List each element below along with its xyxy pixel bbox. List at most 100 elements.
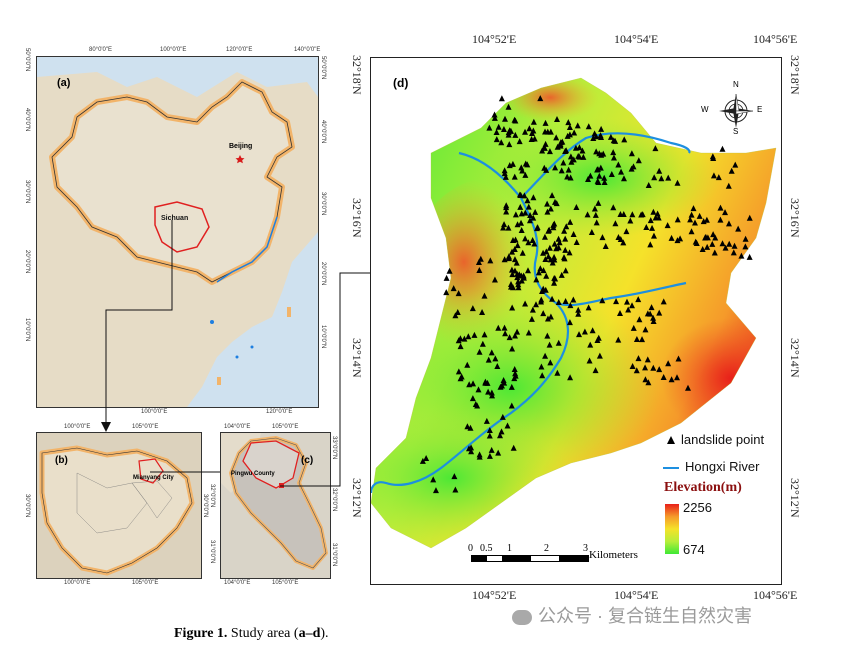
landslide-point [544,332,551,339]
landslide-point [546,341,553,348]
landslide-point [627,217,634,224]
landslide-point [509,304,516,311]
landslide-point [540,310,547,317]
landslide-point [533,301,540,308]
panel-c-right-tick: 31°0'0"N [331,543,337,567]
landslide-point [513,259,520,266]
landslide-point [584,211,591,218]
landslide-point [511,267,518,274]
landslide-point [455,368,462,375]
landslide-point [542,119,549,126]
landslide-point [508,383,515,390]
landslide-point [538,298,545,305]
landslide-point [497,383,504,390]
compass-n: N [733,80,739,89]
landslide-point [599,234,606,241]
landslide-point [623,228,630,235]
legend-river-symbol [663,467,679,469]
landslide-point [509,271,516,278]
landslide-point [615,336,622,343]
landslide-point [567,374,574,381]
landslide-point [517,191,524,198]
pingwu-outline [242,440,300,489]
landslide-point [595,334,602,341]
landslide-point [492,355,499,362]
coastline-blue [216,216,278,283]
landslide-point [566,249,573,256]
landslide-point [419,457,426,464]
landslide-point [533,276,540,283]
landslide-point [502,330,509,337]
landslide-point [547,359,554,366]
landslide-point [592,211,599,218]
landslide-point [486,426,493,433]
landslide-point [488,446,495,453]
sichuan-label: Sichuan [161,215,189,222]
landslide-point [443,289,450,296]
landslide-point [524,267,531,274]
landslide-point [595,179,602,186]
panel-d-study-area: N S E W (d) landslide point Hongxi River… [370,57,782,585]
landslide-point [639,211,646,218]
landslide-point [549,295,556,302]
scale-label-05: 0.5 [480,543,493,554]
landslide-point [498,95,505,102]
landslide-point [518,210,525,217]
panel-b-bottom-tick: 100°0'0"E [64,580,91,586]
panel-c-mianyang-map: (c) Pingwu County [220,432,331,579]
landslide-point [531,240,538,247]
landslide-point [502,173,509,180]
landslide-point [528,135,535,142]
panel-a-top-tick: 120°0'0"E [226,47,253,53]
panel-b-top-tick: 100°0'0"E [64,424,91,430]
landslide-point [719,240,726,247]
landslide-point [510,284,517,291]
landslide-point [555,339,562,346]
landslide-point [573,239,580,246]
landslide-point [529,306,536,313]
landslide-point [551,279,558,286]
caption-prefix: Figure 1. [174,626,228,641]
landslide-point [650,364,657,371]
landslide-point [617,235,624,242]
panel-d-right-tick: 32°16'N [788,198,802,238]
landslide-point [562,246,569,253]
landslide-point [555,299,562,306]
landslide-point [454,308,461,315]
landslide-point [570,296,577,303]
watermark-text: 公众号 · 复合链生自然灾害 [538,606,752,626]
landslide-point [470,380,477,387]
landslide-point [528,315,535,322]
beijing-label: Beijing [229,143,253,150]
landslide-point [668,234,675,241]
landslide-point [717,204,724,211]
landslide-point [498,139,505,146]
landslide-point [487,257,494,264]
landslide-point [544,208,551,215]
landslide-point [506,141,513,148]
landslide-point [652,145,659,152]
landslide-point [471,331,478,338]
landslide-point [665,174,672,181]
landslide-point [529,236,536,243]
landslide-point [562,235,569,242]
landslide-point [522,300,529,307]
landslide-point [505,103,512,110]
landslide-point [518,227,525,234]
landslide-point [501,167,508,174]
panel-a-label: (a) [57,77,71,89]
landslide-point [590,134,597,141]
landslide-point [585,176,592,183]
landslide-point [585,123,592,130]
landslide-point [446,267,453,274]
landslide-point [601,178,608,185]
landslide-point [518,164,525,171]
landslide-point [547,313,554,320]
panel-a-bottom-tick: 100°0'0"E [141,409,168,415]
landslide-point [635,157,642,164]
landslide-point [499,413,506,420]
landslide-point [693,239,700,246]
panel-b-right-tick: 30°0'0"N [202,494,208,518]
wechat-icon [512,609,532,625]
landslide-point [650,317,657,324]
